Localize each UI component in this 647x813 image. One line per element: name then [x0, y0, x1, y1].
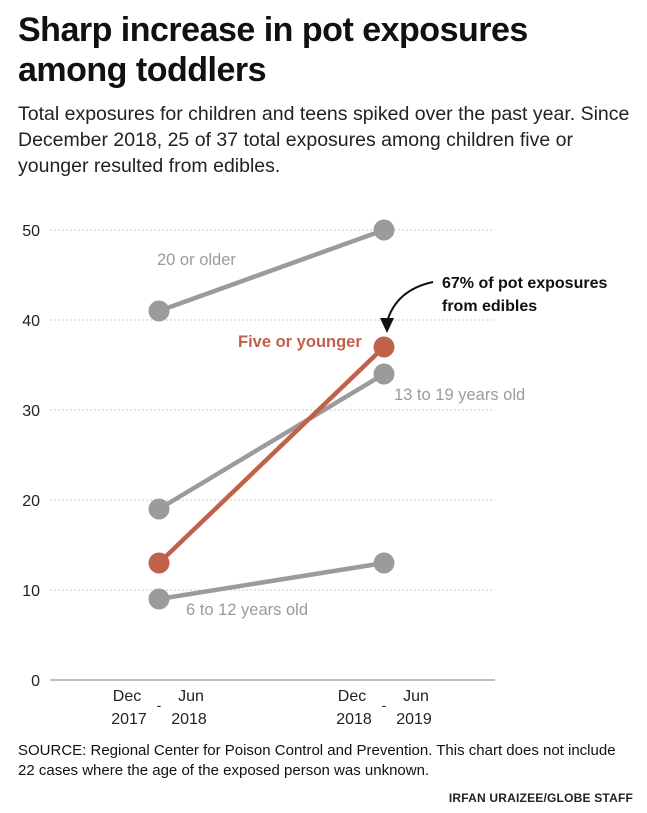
y-tick-label: 30 — [22, 403, 40, 420]
series-line-20-or-older — [156, 227, 387, 314]
data-point-five-or-younger — [148, 552, 170, 574]
data-point-20-or-older — [148, 300, 170, 322]
series-points — [148, 219, 395, 610]
series-label-13-to-19-years-old: 13 to 19 years old — [394, 386, 525, 404]
x-tick-label: Jun — [403, 688, 429, 705]
y-tick-label: 40 — [22, 313, 40, 330]
series-label-five-or-younger: Five or younger — [238, 333, 362, 351]
y-tick-label: 20 — [22, 493, 40, 510]
x-tick-label: 2018 — [171, 711, 207, 728]
series-line-five-or-younger — [156, 344, 387, 566]
y-tick-label: 50 — [22, 223, 40, 240]
annotation-text: from edibles — [442, 298, 537, 315]
source-note: SOURCE: Regional Center for Poison Contr… — [18, 742, 616, 779]
series-lines — [156, 227, 387, 602]
series-line-6-to-12-years-old — [156, 560, 387, 602]
series-line-13-to-19-years-old — [156, 371, 387, 512]
y-tick-label: 0 — [31, 673, 40, 690]
x-tick-label: Jun — [178, 688, 204, 705]
x-tick-separator: - — [157, 697, 162, 713]
data-point-6-to-12-years-old — [148, 588, 170, 610]
x-tick-label: 2017 — [111, 711, 147, 728]
y-axis-ticks: 0 10 20 30 40 50 — [22, 223, 40, 690]
credit-line: IRFAN URAIZEE/GLOBE STAFF — [448, 791, 633, 805]
data-point-6-to-12-years-old — [373, 552, 395, 574]
x-tick-label: 2019 — [396, 711, 432, 728]
annotation-arrow-line — [386, 281, 434, 323]
gridlines — [50, 229, 495, 681]
y-tick-label: 10 — [22, 583, 40, 600]
x-tick-separator: - — [382, 697, 387, 713]
data-point-20-or-older — [373, 219, 395, 241]
x-tick-label: Dec — [113, 688, 141, 705]
x-tick-label: 2018 — [336, 711, 372, 728]
chart-subtitle: Total exposures for children and teens s… — [18, 103, 630, 177]
x-tick-label: Dec — [338, 688, 366, 705]
annotation: 67% of pot exposures from edibles — [380, 275, 607, 333]
data-point-13-to-19-years-old — [373, 363, 395, 385]
chart-title: Sharp increase in pot exposures among to… — [18, 11, 528, 89]
data-point-13-to-19-years-old — [148, 498, 170, 520]
data-point-five-or-younger — [373, 336, 395, 358]
annotation-text: 67% of pot exposures — [442, 275, 607, 292]
series-label-20-or-older: 20 or older — [157, 251, 236, 269]
series-label-6-to-12-years-old: 6 to 12 years old — [186, 601, 308, 619]
series-labels: 20 or older 13 to 19 years old 6 to 12 yea… — [157, 251, 525, 619]
annotation-arrowhead — [380, 318, 394, 333]
